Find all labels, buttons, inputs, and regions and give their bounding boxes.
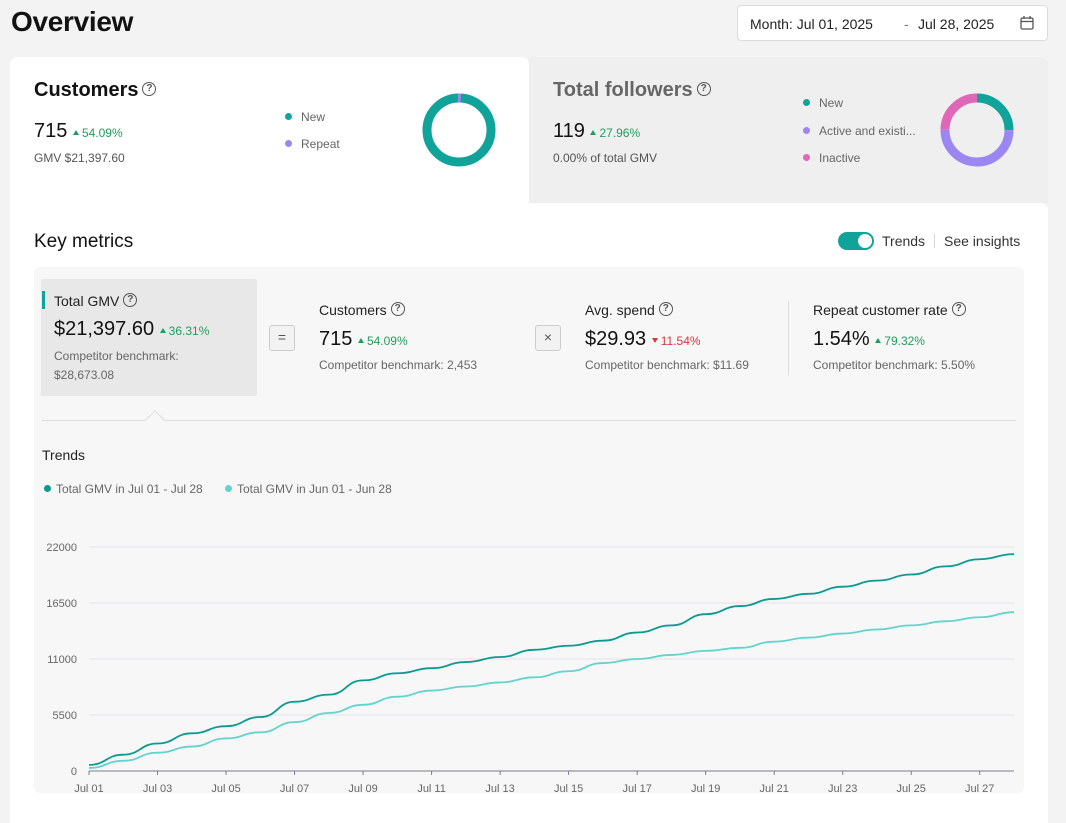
metric-delta: 11.54% xyxy=(651,334,701,348)
dot-icon xyxy=(803,99,810,107)
help-icon[interactable]: ? xyxy=(390,302,405,317)
calendar-icon[interactable] xyxy=(1020,15,1034,31)
metric-value: 715 xyxy=(319,328,353,350)
selection-pointer xyxy=(145,410,165,430)
legend-previous[interactable]: Total GMV in Jun 01 - Jun 28 xyxy=(225,482,392,496)
trends-toggle-label: Trends xyxy=(882,233,926,249)
date-end[interactable]: Jul 28, 2025 xyxy=(918,16,995,32)
dot-icon xyxy=(803,127,810,135)
page-title: Overview xyxy=(11,6,134,37)
dot-icon xyxy=(803,154,810,162)
metric-value: $29.93 xyxy=(585,328,647,350)
metric-label: Total GMV xyxy=(54,293,120,309)
customers-donut-chart xyxy=(422,93,496,167)
x-tick-label: Jul 23 xyxy=(828,783,857,793)
metric-delta: 54.09% xyxy=(357,334,408,348)
metric-label: Customers xyxy=(319,302,387,318)
x-tick-label: Jul 01 xyxy=(74,783,103,793)
metrics-panel: Total GMV? $21,397.60 36.31% Competitor … xyxy=(34,267,1024,793)
help-icon[interactable]: ? xyxy=(951,302,966,317)
followers-gmv-share: 0.00% of total GMV xyxy=(553,151,658,165)
see-insights-link[interactable]: See insights xyxy=(944,233,1021,249)
key-metrics-title: Key metrics xyxy=(34,231,134,252)
date-range-picker[interactable]: Month: Jul 01, 2025 - Jul 28, 2025 xyxy=(737,5,1048,41)
x-tick-label: Jul 25 xyxy=(897,783,926,793)
metric-label: Avg. spend xyxy=(585,302,655,318)
trends-toggle[interactable] xyxy=(838,232,874,250)
equals-operator: = xyxy=(269,325,295,351)
arrow-up-icon xyxy=(357,338,364,344)
y-tick-label: 22000 xyxy=(46,542,77,554)
x-tick-label: Jul 17 xyxy=(622,783,651,793)
help-icon[interactable]: ? xyxy=(696,81,711,96)
y-tick-label: 0 xyxy=(71,766,77,778)
times-operator: × xyxy=(535,325,561,351)
metric-delta: 79.32% xyxy=(875,334,925,348)
legend-active: Active and existi... xyxy=(803,124,916,138)
x-tick-label: Jul 21 xyxy=(760,783,789,793)
followers-delta: 27.96% xyxy=(590,126,640,140)
arrow-down-icon xyxy=(651,338,658,344)
x-tick-label: Jul 03 xyxy=(143,783,172,793)
series-line xyxy=(88,553,1015,766)
help-icon[interactable]: ? xyxy=(123,293,138,308)
date-start[interactable]: Month: Jul 01, 2025 xyxy=(750,16,873,32)
metric-label: Repeat customer rate xyxy=(813,302,948,318)
x-tick-label: Jul 13 xyxy=(485,783,514,793)
help-icon[interactable]: ? xyxy=(142,81,157,96)
legend-new: New xyxy=(803,96,843,110)
legend-current[interactable]: Total GMV in Jul 01 - Jul 28 xyxy=(44,482,203,496)
x-tick-label: Jul 11 xyxy=(417,783,446,793)
divider xyxy=(934,234,935,248)
customers-delta: 54.09% xyxy=(72,126,123,140)
dot-icon xyxy=(285,113,292,121)
trends-title: Trends xyxy=(42,447,86,463)
followers-value: 119 xyxy=(553,120,585,142)
arrow-up-icon xyxy=(590,130,597,136)
trends-line-chart[interactable]: 0 5500 11000 16500 22000 Jul 01 Jul 03 Jul 05 Ju… xyxy=(34,517,1024,793)
customers-value: 715 xyxy=(34,120,68,142)
legend-new: New xyxy=(285,110,325,124)
metric-delta: 36.31% xyxy=(159,324,209,338)
legend-repeat: Repeat xyxy=(285,137,340,151)
customers-title: Customers xyxy=(34,79,139,101)
arrow-up-icon xyxy=(159,328,166,334)
metric-benchmark: Competitor benchmark: 2,453 xyxy=(319,358,478,372)
metric-benchmark: Competitor benchmark: $11.69 xyxy=(585,358,749,372)
arrow-up-icon xyxy=(875,338,882,344)
dot-icon xyxy=(285,140,292,148)
arrow-up-icon xyxy=(72,130,79,136)
metric-benchmark: Competitor benchmark: 5.50% xyxy=(813,358,976,372)
followers-donut-chart xyxy=(940,93,1014,167)
metric-total-gmv[interactable]: Total GMV? $21,397.60 36.31% Competitor … xyxy=(41,279,257,396)
y-tick-label: 11000 xyxy=(47,654,77,666)
followers-card[interactable]: Total followers? 119 27.96% 0.00% of tot… xyxy=(529,57,1048,203)
dot-icon xyxy=(225,485,232,493)
x-tick-label: Jul 27 xyxy=(965,783,994,793)
metric-benchmark: Competitor benchmark: $28,673.08 xyxy=(54,349,179,382)
x-tick-label: Jul 05 xyxy=(211,783,240,793)
customers-card[interactable]: Customers? 715 54.09% GMV $21,397.60 New… xyxy=(10,57,529,217)
series-line xyxy=(88,611,1015,769)
customers-gmv: GMV $21,397.60 xyxy=(34,151,125,165)
y-tick-label: 16500 xyxy=(46,598,77,610)
x-tick-label: Jul 09 xyxy=(348,783,377,793)
divider xyxy=(788,301,789,375)
followers-title: Total followers xyxy=(553,79,693,101)
metric-value: 1.54% xyxy=(813,328,870,350)
selected-indicator xyxy=(42,291,45,309)
y-tick-label: 5500 xyxy=(53,710,77,722)
metric-value: $21,397.60 xyxy=(54,318,155,340)
legend-inactive: Inactive xyxy=(803,151,860,165)
divider xyxy=(42,420,1016,421)
x-tick-label: Jul 07 xyxy=(280,783,309,793)
x-tick-label: Jul 19 xyxy=(691,783,720,793)
dot-icon xyxy=(44,485,51,493)
key-metrics-card: Key metrics Trends See insights Total GM… xyxy=(10,203,1048,823)
help-icon[interactable]: ? xyxy=(658,302,673,317)
toggle-knob xyxy=(858,234,872,248)
x-tick-label: Jul 15 xyxy=(554,783,583,793)
date-separator: - xyxy=(904,16,909,32)
